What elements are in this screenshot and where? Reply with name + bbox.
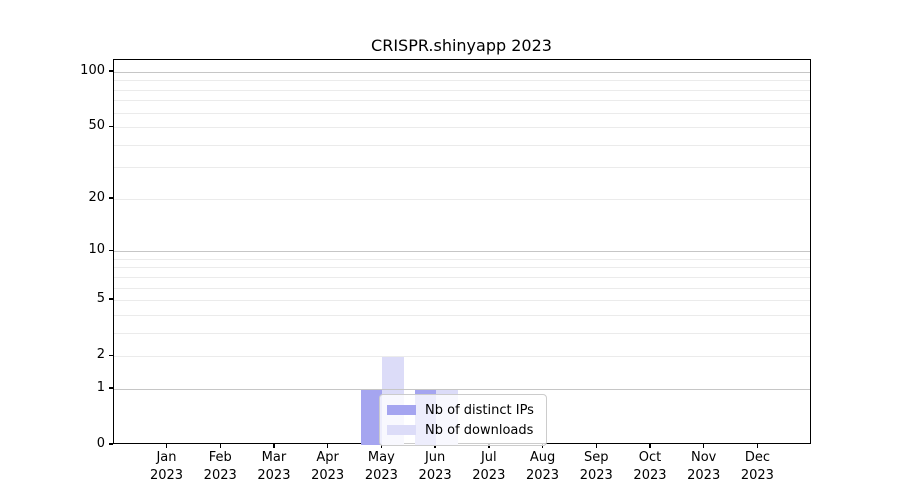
x-tick-label: Jan 2023 [149, 450, 184, 483]
x-tick [703, 444, 705, 448]
legend-entry-downloads: Nb of downloads [387, 420, 538, 440]
x-tick-label: Apr 2023 [311, 450, 345, 483]
x-tick-label: Jul 2023 [472, 450, 506, 483]
x-tick [649, 444, 651, 448]
y-tick-label: 20 [88, 189, 105, 205]
y-tick [109, 125, 113, 127]
y-tick-label: 0 [96, 436, 105, 451]
x-tick-label: Dec 2023 [740, 450, 774, 483]
x-tick [326, 444, 329, 448]
minor-gridline [114, 356, 810, 358]
minor-gridline [114, 80, 810, 82]
x-tick [380, 444, 383, 448]
minor-gridline [114, 144, 810, 146]
x-tick [756, 444, 759, 448]
y-tick [109, 387, 113, 389]
y-tick-label: 5 [96, 291, 105, 307]
minor-gridline [114, 314, 810, 316]
x-tick-label: Oct 2023 [633, 450, 667, 483]
legend-box: Nb of distinct IPs Nb of downloads [379, 394, 547, 446]
bar-distinct-ips [360, 388, 383, 445]
minor-gridline [114, 332, 810, 334]
major-gridline [114, 388, 810, 390]
x-tick [488, 444, 490, 448]
y-tick [109, 249, 113, 251]
y-tick-label: 10 [88, 242, 105, 258]
x-tick-label: Jun 2023 [418, 450, 452, 483]
legend-label-downloads: Nb of downloads [425, 422, 534, 438]
x-tick-label: May 2023 [364, 450, 398, 483]
x-tick [219, 444, 221, 448]
y-tick-label: 100 [80, 63, 105, 78]
y-tick [109, 354, 113, 356]
x-tick [434, 444, 436, 448]
minor-gridline [114, 267, 810, 269]
x-tick [273, 444, 275, 448]
y-tick [109, 70, 113, 72]
x-tick-label: Aug 2023 [525, 450, 560, 483]
x-tick-label: Feb 2023 [203, 450, 237, 483]
plot-area: Nb of distinct IPs Nb of downloads [113, 59, 811, 446]
minor-gridline [114, 89, 810, 91]
y-tick-label: 2 [96, 347, 105, 363]
legend-swatch-downloads [387, 425, 416, 435]
y-tick [109, 197, 113, 199]
minor-gridline [114, 258, 810, 260]
legend-entry-distinct-ips: Nb of distinct IPs [387, 400, 538, 420]
x-tick-label: Mar 2023 [257, 450, 291, 483]
chart-title: CRISPR.shinyapp 2023 [371, 36, 552, 55]
x-tick [595, 444, 597, 448]
minor-gridline [114, 300, 810, 302]
legend-swatch-distinct-ips [387, 405, 416, 415]
y-tick [109, 443, 113, 445]
major-gridline [114, 251, 810, 253]
minor-gridline [114, 287, 810, 289]
minor-gridline [114, 100, 810, 102]
x-tick-label: Sep 2023 [579, 450, 613, 483]
y-tick [109, 298, 113, 300]
minor-gridline [114, 112, 810, 114]
x-tick-label: Nov 2023 [687, 450, 721, 483]
y-tick-label: 50 [88, 118, 105, 134]
minor-gridline [114, 198, 810, 200]
legend-label-distinct-ips: Nb of distinct IPs [425, 402, 534, 418]
minor-gridline [114, 167, 810, 169]
minor-gridline [114, 276, 810, 278]
y-tick-label: 1 [96, 379, 105, 395]
major-gridline [114, 72, 810, 73]
x-tick [541, 444, 544, 448]
minor-gridline [114, 127, 810, 129]
x-tick [165, 444, 168, 448]
